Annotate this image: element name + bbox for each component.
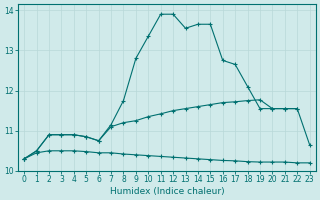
X-axis label: Humidex (Indice chaleur): Humidex (Indice chaleur) bbox=[109, 187, 224, 196]
